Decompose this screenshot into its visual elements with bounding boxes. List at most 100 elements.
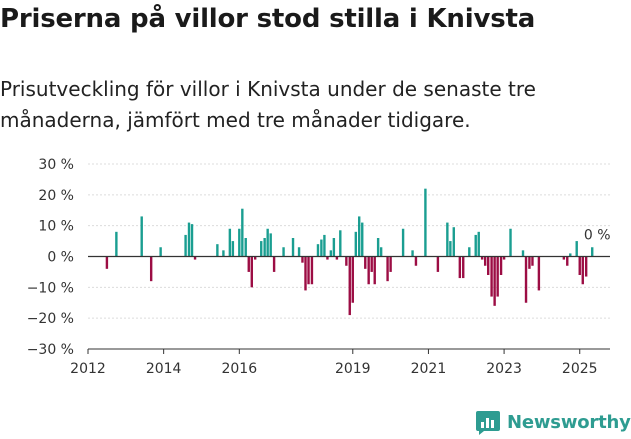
data-bar <box>524 256 528 303</box>
data-bar <box>316 244 320 257</box>
data-bar <box>115 231 118 257</box>
data-bar <box>244 238 247 257</box>
data-bar <box>509 228 512 257</box>
x-tick-label: 2023 <box>486 361 522 377</box>
x-tick-label: 2016 <box>221 361 257 377</box>
data-bar <box>291 238 295 257</box>
data-bar <box>493 256 496 306</box>
data-bar <box>260 241 263 257</box>
y-tick-label: 10 % <box>38 219 74 235</box>
data-bar <box>263 238 266 257</box>
data-bar <box>414 256 418 266</box>
data-bar <box>575 241 578 257</box>
x-tick-label: 2021 <box>411 361 447 377</box>
x-tick-label: 2014 <box>146 361 182 377</box>
data-bar <box>367 256 370 285</box>
tick-labels: 30 % 20 % 10 % 0 % −10 % −20 % −30 % 2012 2014 20… <box>27 157 611 377</box>
newsworthy-logo: Newsworthy <box>475 409 631 435</box>
data-bar <box>502 256 506 260</box>
data-bar <box>247 256 250 272</box>
data-bar <box>351 256 354 303</box>
data-bar <box>569 253 572 257</box>
data-bar <box>253 256 257 260</box>
data-bar <box>310 256 314 285</box>
data-bar <box>304 256 307 291</box>
y-tick-label: −20 % <box>27 311 74 327</box>
data-bar <box>562 256 566 260</box>
data-bar <box>190 224 194 257</box>
data-bar <box>348 256 351 316</box>
data-bar <box>358 216 361 257</box>
data-bar <box>521 250 525 257</box>
data-bar <box>184 234 187 257</box>
data-bar <box>354 231 358 257</box>
data-bar <box>297 247 301 257</box>
data-bar <box>105 256 109 269</box>
data-bar <box>335 256 339 260</box>
data-bar <box>446 222 449 257</box>
data-bar <box>379 247 383 257</box>
y-tick-label: 0 % <box>47 250 74 266</box>
data-bar <box>537 256 541 291</box>
data-bar <box>187 222 191 257</box>
bars <box>105 188 594 316</box>
data-bar <box>364 256 367 269</box>
data-bar <box>578 256 581 275</box>
data-bar <box>458 256 462 279</box>
data-bar <box>468 247 471 257</box>
x-tick-label: 2019 <box>335 361 371 377</box>
data-bar <box>436 256 440 272</box>
data-bar <box>581 256 584 285</box>
data-bar <box>424 188 427 257</box>
data-bar <box>266 228 269 257</box>
data-bar <box>584 256 588 277</box>
data-bar <box>326 256 329 260</box>
y-tick-label: −30 % <box>27 342 74 358</box>
data-bar <box>531 256 534 266</box>
data-bar <box>373 256 376 285</box>
bar-chart: 30 % 20 % 10 % 0 % −10 % −20 % −30 % 2012 2014 20… <box>27 157 611 377</box>
data-bar <box>140 216 143 257</box>
data-bar <box>320 239 323 257</box>
y-tick-label: 20 % <box>38 188 74 204</box>
data-bar <box>480 256 484 260</box>
data-bar <box>528 256 531 269</box>
data-bar <box>487 256 490 275</box>
data-bar <box>250 256 253 288</box>
newsworthy-logo-icon <box>476 411 500 435</box>
data-bar <box>591 247 594 257</box>
data-bar <box>323 234 326 257</box>
data-bar <box>301 256 304 263</box>
data-bar <box>339 230 342 257</box>
data-bar <box>238 228 241 257</box>
data-bar <box>449 241 452 257</box>
data-bar <box>401 228 405 257</box>
data-bar <box>345 256 348 266</box>
data-bar <box>566 256 569 266</box>
y-tick-label: 30 % <box>38 157 74 173</box>
data-bar <box>483 256 487 266</box>
data-bar <box>272 256 276 272</box>
brand-name: Newsworthy <box>507 411 631 433</box>
data-bar <box>499 256 503 275</box>
data-bar <box>269 233 272 257</box>
data-bar <box>462 256 465 279</box>
data-bar <box>477 231 480 257</box>
data-bar <box>386 256 389 282</box>
data-bar <box>389 256 392 272</box>
data-bar <box>222 250 225 257</box>
data-bar <box>490 256 493 297</box>
data-bar <box>228 228 232 257</box>
x-tick-label: 2012 <box>70 361 106 377</box>
data-bar <box>329 250 333 257</box>
data-bar <box>231 241 235 257</box>
data-bar <box>149 256 153 282</box>
last-value-annotation: 0 % <box>584 228 611 244</box>
chart-title: Priserna på villor stod stilla i Knivsta <box>0 4 536 34</box>
data-bar <box>361 222 364 257</box>
data-bar <box>241 208 244 257</box>
data-bar <box>282 247 285 257</box>
data-bar <box>332 238 336 257</box>
data-bar <box>474 234 477 257</box>
axes <box>87 255 610 354</box>
